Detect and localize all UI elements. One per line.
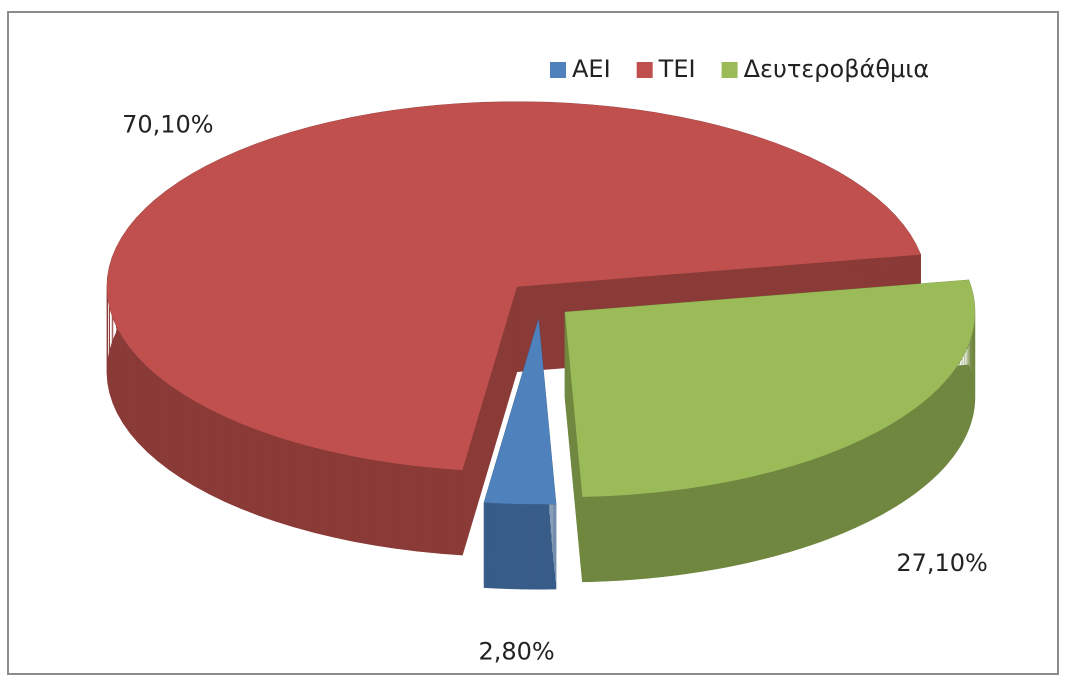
slice-top — [484, 319, 557, 505]
legend-swatch — [721, 62, 738, 78]
legend-swatch — [550, 62, 566, 78]
legend-label: ΤΕΙ — [658, 55, 696, 83]
data-label: 70,10% — [122, 111, 214, 139]
data-label: 27,10% — [896, 549, 988, 577]
legend-swatch — [636, 62, 653, 78]
slice-top — [564, 279, 975, 497]
slice-top — [106, 101, 921, 471]
legend-label: ΑΕΙ — [572, 55, 611, 83]
data-label: 2,80% — [478, 637, 554, 665]
legend-label: Δευτεροβάθμια — [744, 55, 930, 83]
